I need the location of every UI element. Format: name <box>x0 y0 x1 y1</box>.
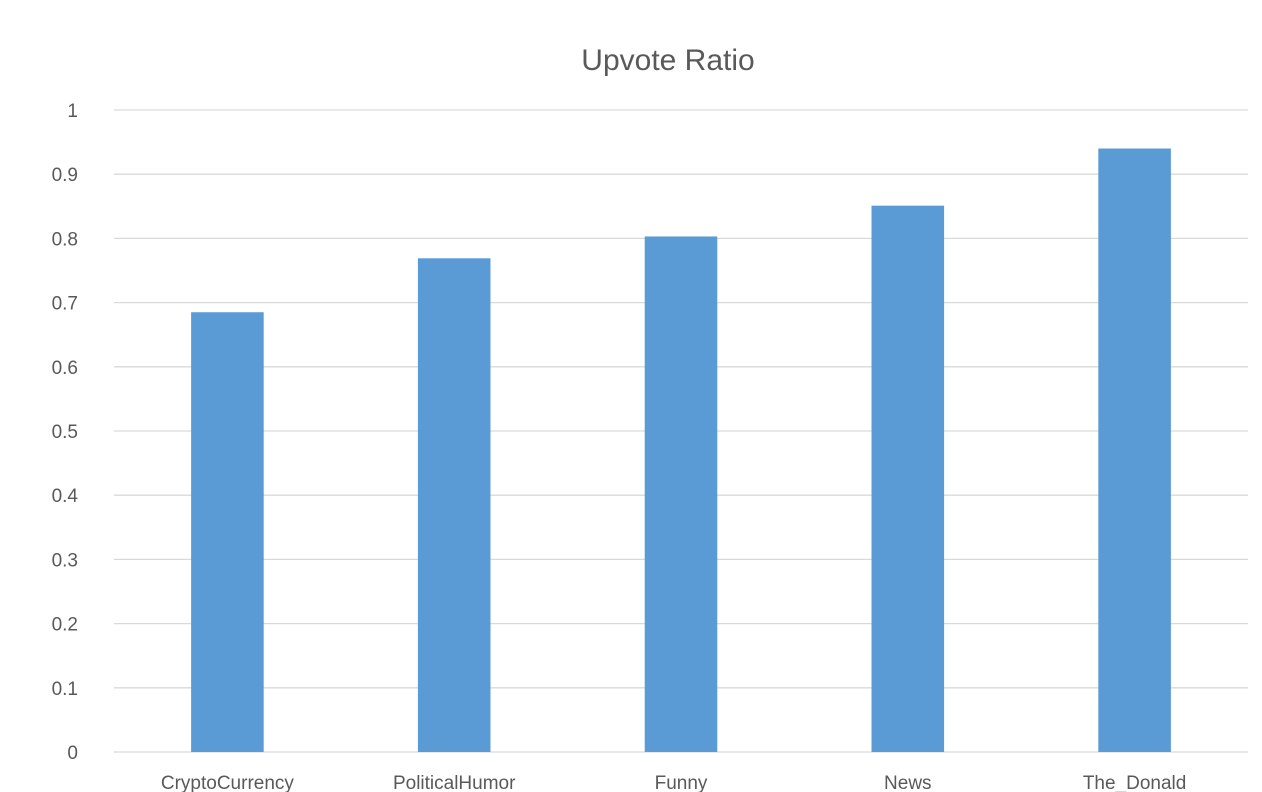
y-tick-label: 0.4 <box>52 486 79 507</box>
chart-title: Upvote Ratio <box>581 44 754 77</box>
y-tick-label: 0.7 <box>52 294 78 315</box>
y-tick-label: 0.5 <box>52 422 78 443</box>
bar-news <box>871 205 945 752</box>
x-category-label: CryptoCurrency <box>161 773 295 792</box>
bar-the-donald <box>1098 148 1171 752</box>
y-tick-label: 0.6 <box>52 358 78 379</box>
y-tick-label: 1 <box>67 101 78 122</box>
y-tick-label: 0.2 <box>52 615 78 636</box>
y-tick-label: 0 <box>67 743 78 764</box>
y-tick-label: 0.8 <box>52 229 78 250</box>
bar-politicalhumor <box>417 258 491 752</box>
x-category-label: Funny <box>655 773 708 792</box>
y-tick-label: 0.9 <box>52 165 78 186</box>
y-axis-tick-labels: 0 0.1 0.2 0.3 0.4 0.5 0.6 0.7 0.8 0.9 1 <box>52 101 79 764</box>
bars <box>191 148 1171 752</box>
bar-funny <box>644 236 718 752</box>
x-category-label: The_Donald <box>1083 773 1187 792</box>
x-axis-category-labels: CryptoCurrency PoliticalHumor Funny News The… <box>161 773 1186 792</box>
y-tick-label: 0.3 <box>52 550 78 571</box>
x-category-label: News <box>884 773 932 792</box>
y-tick-label: 0.1 <box>52 679 78 700</box>
bar-cryptocurrency <box>191 312 264 752</box>
x-category-label: PoliticalHumor <box>393 773 516 792</box>
